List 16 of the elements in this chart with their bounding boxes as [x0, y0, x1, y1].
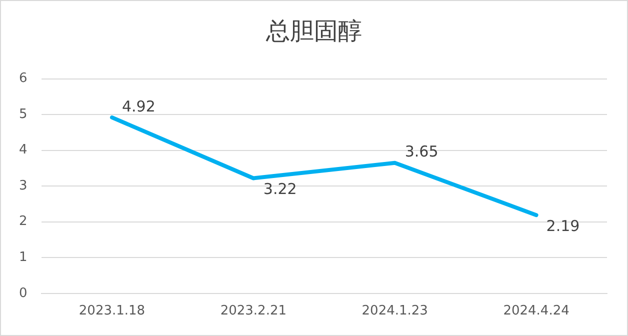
data-label: 4.92	[122, 97, 156, 116]
y-tick-label: 4	[18, 142, 28, 158]
y-tick-label: 6	[18, 71, 28, 86]
y-tick-label: 3	[18, 178, 28, 194]
data-label: 3.65	[404, 142, 438, 161]
x-tick-label: 2024.1.23	[362, 304, 428, 319]
x-tick-label: 2023.1.18	[78, 304, 146, 319]
x-tick-label: 2023.2.21	[220, 304, 287, 319]
y-tick-label: 2	[18, 214, 28, 230]
x-tick-label: 2024.4.24	[503, 304, 570, 319]
y-tick-label: 1	[18, 250, 28, 266]
data-label: 2.19	[546, 216, 580, 235]
y-tick-label: 0	[18, 286, 28, 301]
y-tick-label: 5	[18, 106, 28, 122]
data-label: 3.22	[263, 180, 297, 198]
chart-title: 总胆固醇	[265, 16, 363, 47]
